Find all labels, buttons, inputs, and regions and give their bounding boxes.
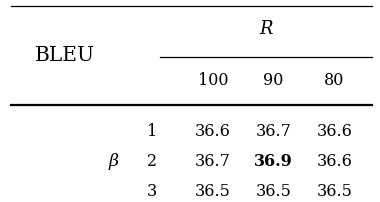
Text: 36.6: 36.6 (317, 153, 352, 170)
Text: 36.7: 36.7 (195, 153, 231, 170)
Text: β: β (109, 153, 119, 170)
Text: 100: 100 (198, 72, 228, 89)
Text: 36.9: 36.9 (254, 153, 293, 170)
Text: 3: 3 (147, 183, 157, 200)
Text: 36.5: 36.5 (195, 183, 231, 200)
Text: BLEU: BLEU (35, 46, 95, 65)
Text: 1: 1 (147, 123, 157, 140)
Text: 90: 90 (263, 72, 284, 89)
Text: R: R (259, 20, 273, 38)
Text: 36.7: 36.7 (256, 123, 291, 140)
Text: 2: 2 (147, 153, 157, 170)
Text: 36.5: 36.5 (317, 183, 352, 200)
Text: 36.5: 36.5 (256, 183, 291, 200)
Text: 36.6: 36.6 (317, 123, 352, 140)
Text: 80: 80 (324, 72, 345, 89)
Text: 36.6: 36.6 (195, 123, 231, 140)
